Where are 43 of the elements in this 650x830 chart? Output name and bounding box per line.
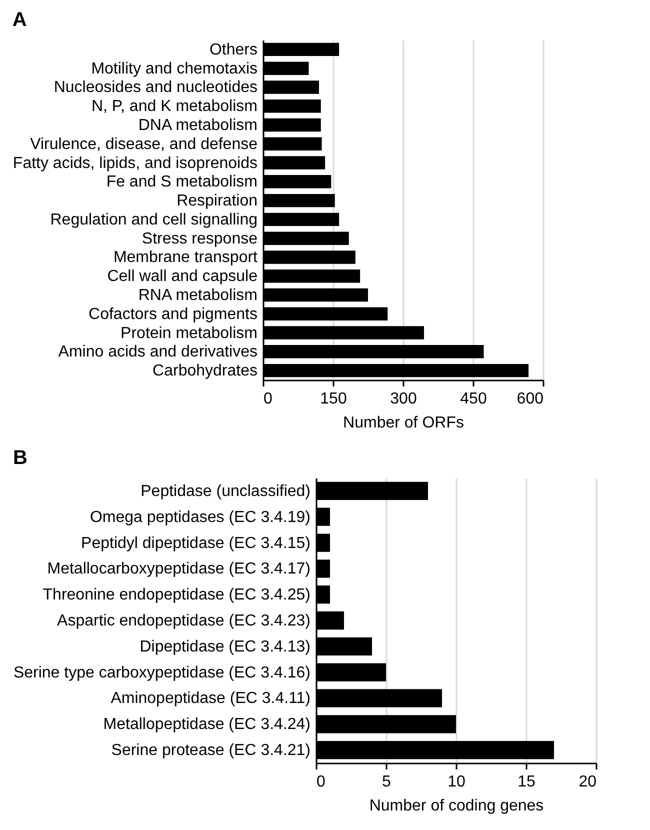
y-tick-label: Stress response [142, 230, 258, 248]
x-tick-label: 300 [390, 390, 417, 408]
y-tick-label: Peptidyl dipeptidase (EC 3.4.15) [81, 534, 310, 552]
x-tick-label: 0 [264, 390, 272, 408]
y-tick-label: Fe and S metabolism [106, 174, 258, 191]
y-tick-label: Threonine endopeptidase (EC 3.4.25) [42, 586, 310, 604]
y-tick-label: Cofactors and pigments [88, 306, 258, 323]
y-tick-label: Omega peptidases (EC 3.4.19) [90, 508, 310, 526]
y-tick-label: Motility and chemotaxis [91, 60, 258, 78]
x-tick-label: 600 [516, 390, 544, 408]
y-tick-label: Protein metabolism [120, 324, 258, 342]
text: A [12, 9, 27, 31]
y-tick-label: Respiration [176, 192, 258, 210]
y-tick-label: Dipeptidase (EC 3.4.13) [140, 638, 310, 656]
y-tick-label: Aminopeptidase (EC 3.4.11) [110, 690, 310, 708]
y-tick-label: Nucleosides and nucleotides [54, 79, 258, 96]
x-tick-label: 10 [448, 774, 466, 790]
y-tick-label: Serine protease (EC 3.4.21) [111, 742, 310, 760]
y-tick-label: Metallopeptidase (EC 3.4.24) [103, 716, 310, 734]
y-tick-label: Aspartic endopeptidase (EC 3.4.23) [57, 612, 310, 630]
y-tick-label: N, P, and K metabolism [91, 98, 258, 116]
x-tick-label: 450 [460, 390, 487, 408]
x-axis-title: Number of coding genes [369, 798, 544, 814]
y-tick-label: Virulence, disease, and defense [30, 136, 258, 153]
y-tick-label: Carbohydrates [152, 362, 258, 380]
y-tick-label: Fatty acids, lipids, and isoprenoids [12, 154, 258, 172]
x-tick-label: 20 [578, 774, 597, 790]
x-tick-label: 0 [316, 774, 326, 790]
y-tick-label: Regulation and cell signalling [50, 211, 258, 228]
text: B [12, 447, 28, 469]
x-tick-label: 5 [382, 774, 392, 790]
y-tick-label: Cell wall and capsule [107, 268, 258, 286]
y-tick-label: RNA metabolism [138, 287, 258, 304]
x-axis-title: Number of ORFs [343, 414, 464, 432]
y-tick-label: Metallocarboxypeptidase (EC 3.4.17) [47, 560, 310, 578]
y-tick-label: Amino acids and derivatives [58, 344, 258, 361]
y-tick-label: Membrane transport [113, 249, 258, 266]
x-tick-label: 150 [320, 390, 347, 408]
x-tick-label: 15 [518, 774, 536, 790]
y-tick-label: Others [209, 41, 258, 58]
y-tick-label: Serine type carboxypeptidase (EC 3.4.16) [13, 664, 310, 682]
y-tick-label: DNA metabolism [138, 117, 258, 134]
y-tick-label: Peptidase (unclassified) [140, 482, 310, 500]
